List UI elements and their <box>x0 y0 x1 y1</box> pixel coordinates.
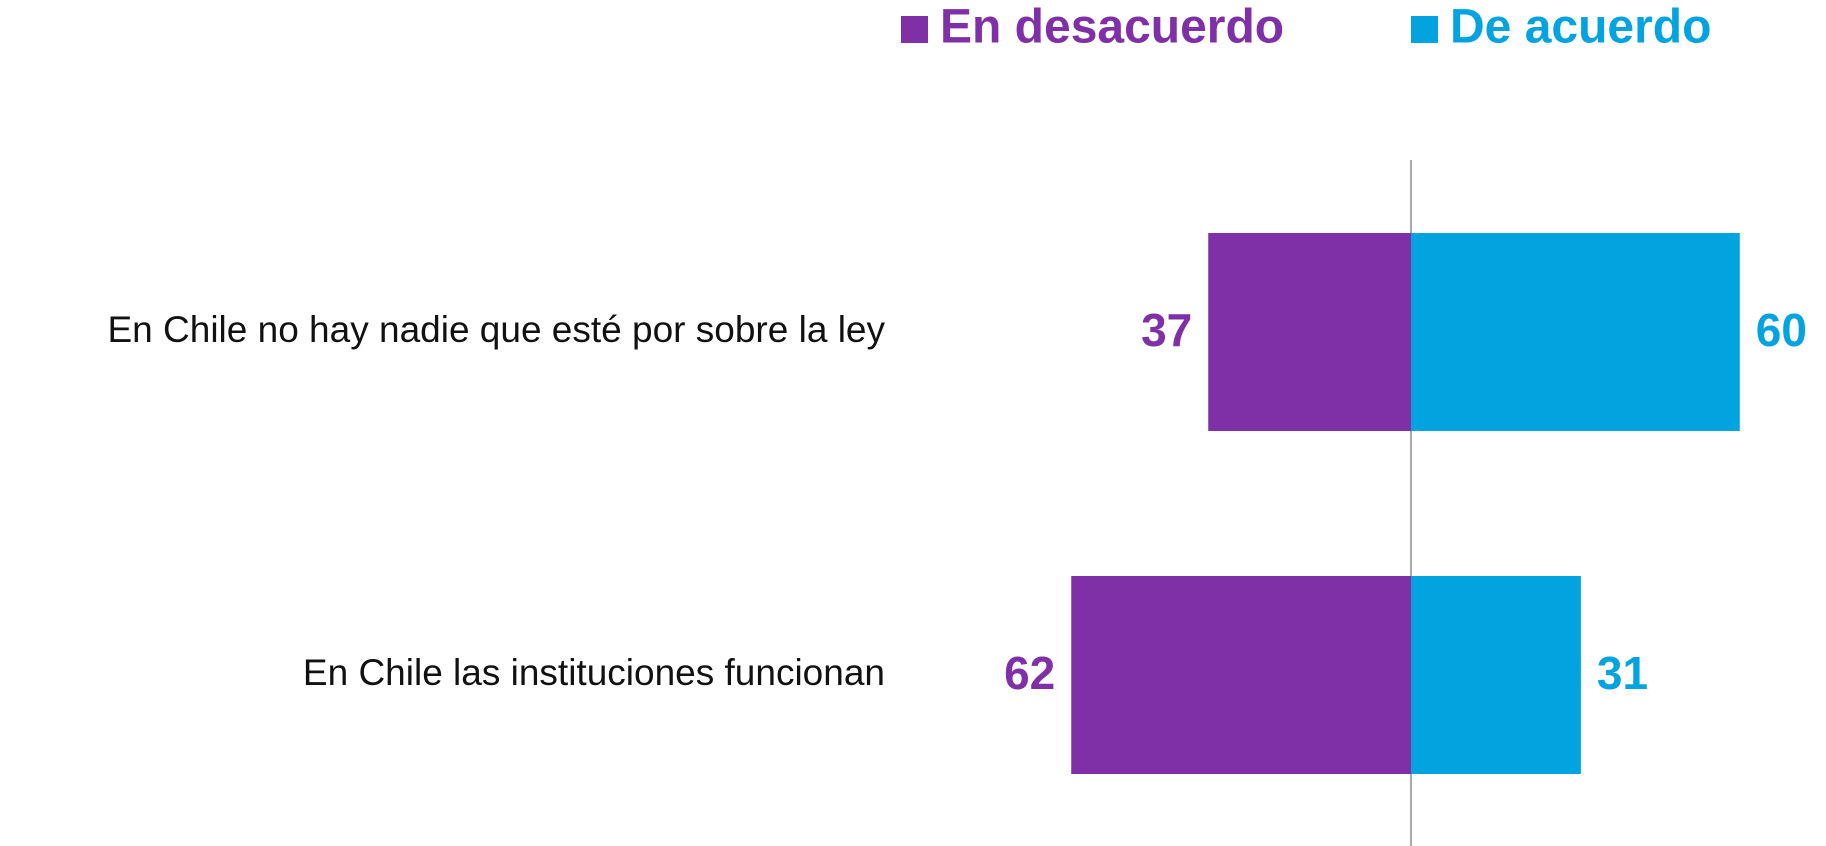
legend-label: En desacuerdo <box>940 1 1284 54</box>
category-label: En Chile no hay nadie que esté por sobre… <box>107 309 885 350</box>
legend-label: De acuerdo <box>1450 1 1711 54</box>
value-label: 37 <box>1141 304 1192 356</box>
bar <box>1411 233 1740 431</box>
legend-swatch <box>901 16 928 43</box>
value-label: 60 <box>1756 304 1807 356</box>
legend-swatch <box>1411 16 1438 43</box>
bar <box>1071 576 1411 774</box>
bar <box>1411 576 1581 774</box>
bar <box>1208 233 1411 431</box>
value-label: 31 <box>1597 647 1648 699</box>
category-label: En Chile las instituciones funcionan <box>303 652 885 693</box>
value-label: 62 <box>1004 647 1055 699</box>
